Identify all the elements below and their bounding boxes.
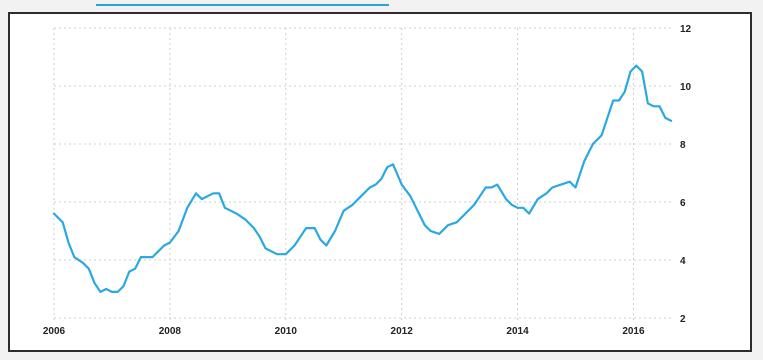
chart-frame: 2006 2008 2010 2012 2014 2016 2 4 6 8 10 12: [8, 12, 752, 352]
series-layer: [52, 64, 673, 293]
y-tick-label: 4: [680, 256, 686, 267]
x-axis-ticks: 2006 2008 2010 2012 2014 2016: [43, 326, 645, 337]
y-tick-label: 6: [680, 198, 686, 209]
y-tick-label: 2: [680, 314, 686, 325]
y-tick-label: 8: [680, 140, 686, 151]
line-chart: 2006 2008 2010 2012 2014 2016 2 4 6 8 10 12: [43, 24, 692, 337]
y-tick-label: 12: [680, 24, 692, 35]
top-link-underline: [96, 0, 389, 6]
x-tick-label: 2006: [43, 326, 66, 337]
y-tick-label: 10: [680, 82, 692, 93]
x-tick-label: 2012: [391, 326, 414, 337]
series-line: [52, 64, 673, 293]
x-tick-label: 2016: [622, 326, 645, 337]
grid: [53, 27, 674, 322]
x-tick-label: 2008: [159, 326, 182, 337]
x-tick-label: 2014: [506, 326, 529, 337]
x-tick-label: 2010: [275, 326, 298, 337]
y-axis-ticks: 2 4 6 8 10 12: [680, 24, 692, 325]
